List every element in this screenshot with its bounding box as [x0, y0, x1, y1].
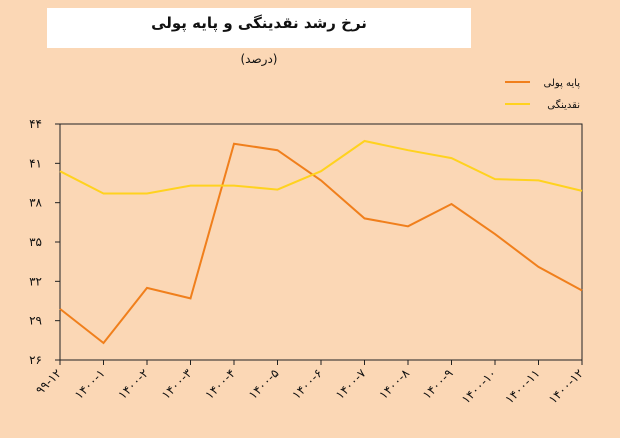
- chart-subtitle: (درصد): [240, 52, 278, 66]
- y-tick-label: ۴۱: [29, 156, 42, 170]
- y-tick-label: ۲۹: [29, 314, 42, 328]
- y-tick-label: ۳۲: [29, 274, 42, 288]
- x-tick-label: ۱۴۰۰-۳: [159, 366, 195, 402]
- plot-area: [59, 123, 583, 361]
- series-line: [59, 142, 583, 345]
- y-tick-label: ۳۵: [29, 235, 42, 249]
- legend-label: نقدینگی: [547, 99, 580, 111]
- x-tick-label: ۱۴۰۰-۱۱: [502, 366, 542, 406]
- y-tick-label: ۳۸: [29, 196, 42, 210]
- x-tick-label: ۱۴۰۰-۹: [420, 366, 456, 402]
- x-tick-label: ۱۴۰۰-۶: [289, 366, 325, 402]
- x-tick-label: ۱۴۰۰-۴: [202, 366, 238, 402]
- x-tick-label: ۱۴۰۰-۸: [376, 366, 412, 402]
- x-tick-label: ۱۴۰۰-۷: [333, 366, 369, 402]
- x-tick-label: ۹۹-۱۲: [33, 366, 64, 397]
- y-tick-label: ۴۴: [29, 117, 42, 131]
- x-tick-label: ۱۴۰۰-۵: [246, 366, 282, 402]
- x-tick-label: ۱۴۰۰-۲: [115, 366, 151, 402]
- y-tick-label: ۲۶: [29, 353, 42, 367]
- chart-title: نرخ رشد نقدینگی و پایه پولی: [151, 14, 367, 32]
- x-tick-label: ۱۴۰۰-۱: [72, 366, 108, 402]
- title-background: [47, 8, 471, 48]
- x-tick-label: ۱۴۰۰-۱۰: [459, 366, 499, 406]
- x-tick-label: ۱۴۰۰-۱۲: [546, 366, 586, 406]
- legend-label: پایه پولی: [544, 78, 581, 89]
- series-line: [59, 139, 583, 195]
